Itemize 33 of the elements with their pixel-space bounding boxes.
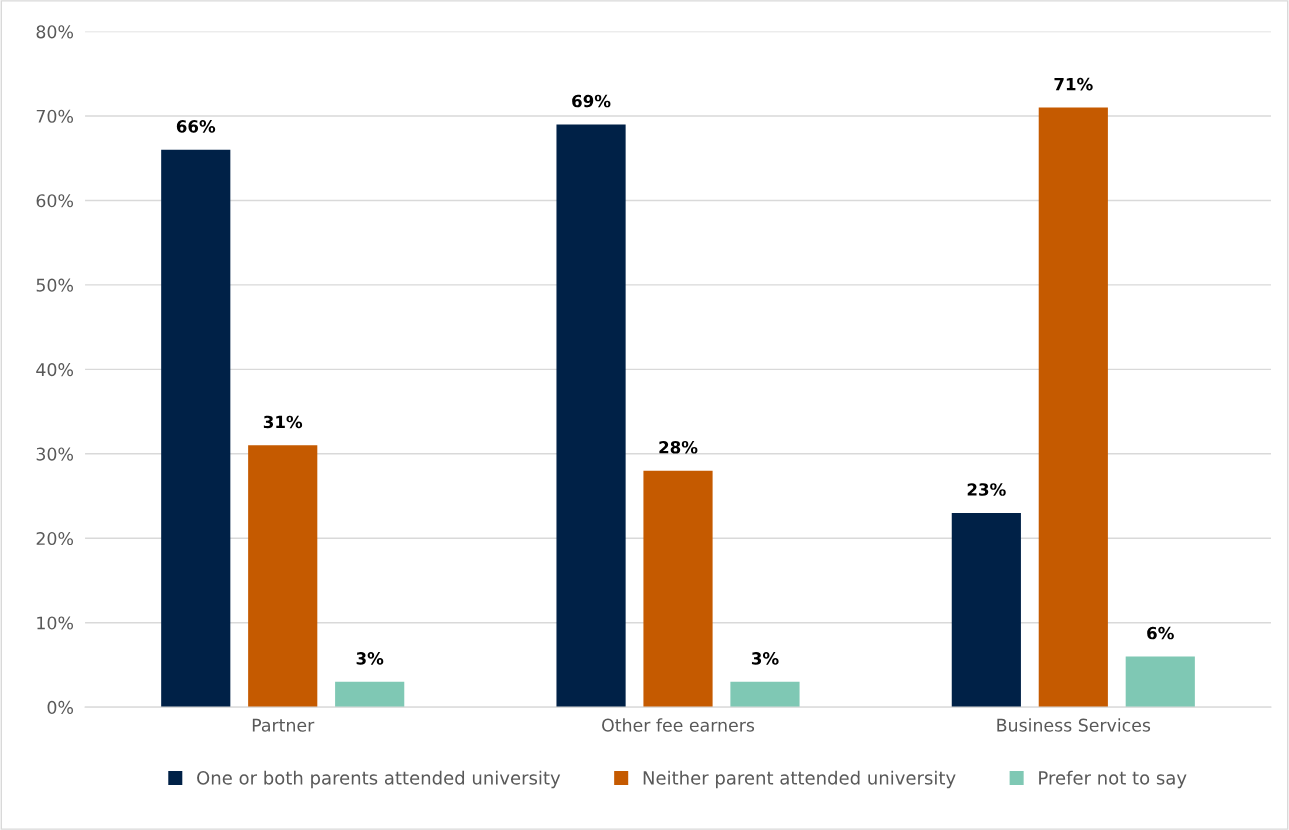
data-label: 71% — [1054, 77, 1093, 91]
y-tick-label: 40% — [36, 363, 73, 377]
y-tick-label: 60% — [36, 194, 73, 208]
y-tick-label: 20% — [36, 531, 73, 546]
legend-label: Prefer not to say — [1039, 770, 1187, 789]
y-tick-label: 50% — [36, 278, 73, 292]
x-tick-label: Business Services — [997, 718, 1151, 732]
bar — [951, 512, 1021, 708]
data-label: 66% — [176, 120, 216, 133]
bar — [161, 149, 231, 708]
y-tick-label: 10% — [37, 616, 73, 630]
y-tick-label: 30% — [36, 447, 73, 461]
bar — [1038, 107, 1108, 708]
bar — [1125, 656, 1195, 708]
bar — [556, 124, 626, 708]
x-tick-label: Partner — [252, 718, 315, 732]
legend-label: Neither parent attended university — [643, 770, 956, 789]
bar — [730, 681, 800, 708]
data-label: 3% — [751, 652, 779, 665]
data-label: 3% — [356, 652, 384, 665]
legend-label: One or both parents attended university — [197, 770, 561, 789]
data-label: 23% — [967, 483, 1006, 496]
y-tick-label: 70% — [36, 109, 73, 123]
data-label: 69% — [572, 94, 611, 108]
x-tick-label: Other fee earners — [602, 718, 755, 732]
y-tick-label: 0% — [47, 700, 73, 714]
bar — [335, 681, 405, 708]
data-label: 28% — [659, 440, 698, 454]
data-label: 6% — [1147, 626, 1174, 640]
data-label: 31% — [263, 415, 303, 429]
bar — [643, 470, 713, 708]
bar — [248, 445, 318, 708]
y-tick-label: 80% — [36, 25, 73, 39]
